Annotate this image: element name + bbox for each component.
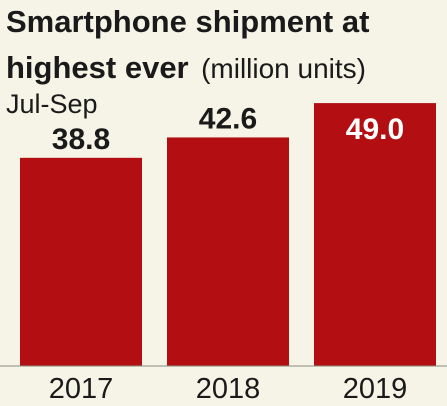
chart-subtitle: Jul-Sep — [6, 89, 98, 119]
x-tick-2019: 2019 — [343, 373, 408, 405]
x-tick-2017: 2017 — [49, 373, 114, 405]
value-label-2019: 49.0 — [346, 113, 404, 146]
bars-layer: 38.8 42.6 49.0 — [20, 102, 436, 366]
bar-2019 — [314, 103, 436, 366]
value-label-2018: 42.6 — [199, 102, 257, 135]
bar-2017 — [20, 157, 142, 366]
chart-title-line2: highest ever — [6, 50, 189, 85]
value-label-2017: 38.8 — [52, 123, 110, 156]
chart-unit: (million units) — [201, 53, 366, 84]
x-tick-labels: 2017 2018 2019 — [49, 373, 408, 405]
bar-2018 — [167, 137, 289, 366]
chart-title-line1: Smartphone shipment at — [6, 4, 369, 39]
x-tick-2018: 2018 — [196, 373, 261, 405]
chart-title-line2-group: highest ever (million units) — [6, 50, 366, 85]
